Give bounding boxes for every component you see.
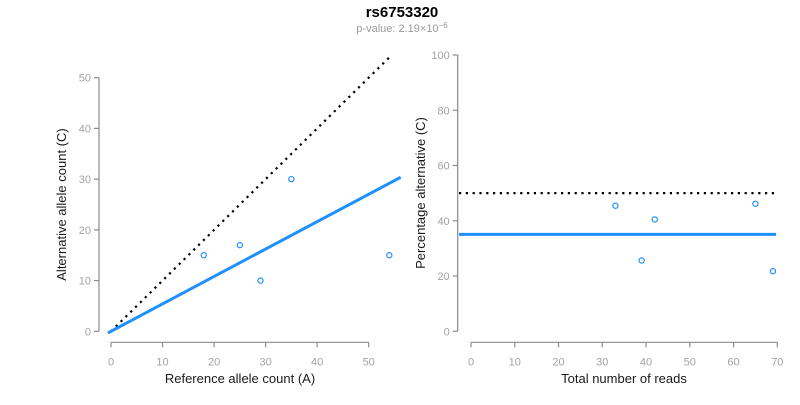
y-tick-label: 20 — [437, 271, 449, 283]
y-tick-label: 10 — [79, 276, 91, 288]
data-point — [257, 277, 264, 284]
x-tick-label: 40 — [640, 357, 652, 369]
right-panel-lines — [459, 192, 776, 236]
x-tick-label: 20 — [208, 357, 220, 369]
data-point — [200, 252, 207, 259]
y-tick-label: 100 — [431, 50, 449, 62]
y-tick-label: 80 — [437, 105, 449, 117]
right-panel: 0 10 20 30 40 50 60 70 0 20 40 60 80 100 Total number… — [413, 50, 783, 386]
left-panel-lines — [107, 54, 402, 335]
x-tick-label: 60 — [727, 357, 739, 369]
data-point — [236, 241, 244, 249]
left-panel-points — [200, 175, 393, 284]
x-tick-label: 40 — [311, 357, 323, 369]
pvalue-text: p-value: 2.19×10 — [356, 23, 438, 35]
y-tick-label: 40 — [79, 123, 91, 135]
x-tick-label: 0 — [468, 357, 474, 369]
x-tick-label: 10 — [156, 357, 168, 369]
data-point — [752, 200, 759, 207]
right-x-axis-title: Total number of reads — [561, 371, 687, 386]
data-point — [769, 268, 777, 275]
left-panel: 0 10 20 30 40 50 0 10 20 30 40 50 Reference allele … — [54, 54, 402, 386]
y-tick-label: 30 — [79, 174, 91, 186]
left-y-axis-title: Alternative allele count (C) — [54, 128, 69, 280]
x-tick-label: 20 — [552, 357, 564, 369]
fit-line — [107, 175, 402, 335]
right-panel-axes: 0 10 20 30 40 50 60 70 0 20 40 60 80 100 — [431, 50, 783, 369]
y-tick-label: 60 — [437, 161, 449, 173]
x-tick-label: 70 — [771, 357, 783, 369]
data-point — [288, 175, 295, 183]
y-tick-label: 0 — [85, 326, 91, 338]
y-tick-label: 20 — [79, 225, 91, 237]
x-tick-label: 30 — [259, 357, 271, 369]
x-tick-label: 50 — [684, 357, 696, 369]
identity-line — [110, 54, 393, 333]
x-tick-label: 50 — [363, 357, 375, 369]
plot-title: rs6753320 — [366, 4, 439, 21]
y-tick-label: 0 — [444, 326, 450, 338]
right-panel-points — [612, 200, 777, 275]
y-tick-label: 50 — [79, 73, 91, 85]
x-tick-label: 0 — [108, 357, 114, 369]
data-point — [612, 202, 619, 209]
x-tick-label: 30 — [596, 357, 608, 369]
y-tick-label: 40 — [437, 216, 449, 228]
pvalue-exponent: −6 — [439, 21, 449, 30]
right-y-axis-title: Percentage alternative (C) — [413, 117, 428, 269]
data-point — [638, 257, 645, 264]
left-panel-axes: 0 10 20 30 40 50 0 10 20 30 40 50 — [79, 73, 375, 369]
data-point — [386, 252, 393, 259]
left-x-axis-title: Reference allele count (A) — [165, 371, 315, 386]
plot-subtitle: p-value: 2.19×10−6 — [356, 21, 448, 35]
data-point — [651, 216, 658, 223]
x-tick-label: 10 — [509, 357, 521, 369]
